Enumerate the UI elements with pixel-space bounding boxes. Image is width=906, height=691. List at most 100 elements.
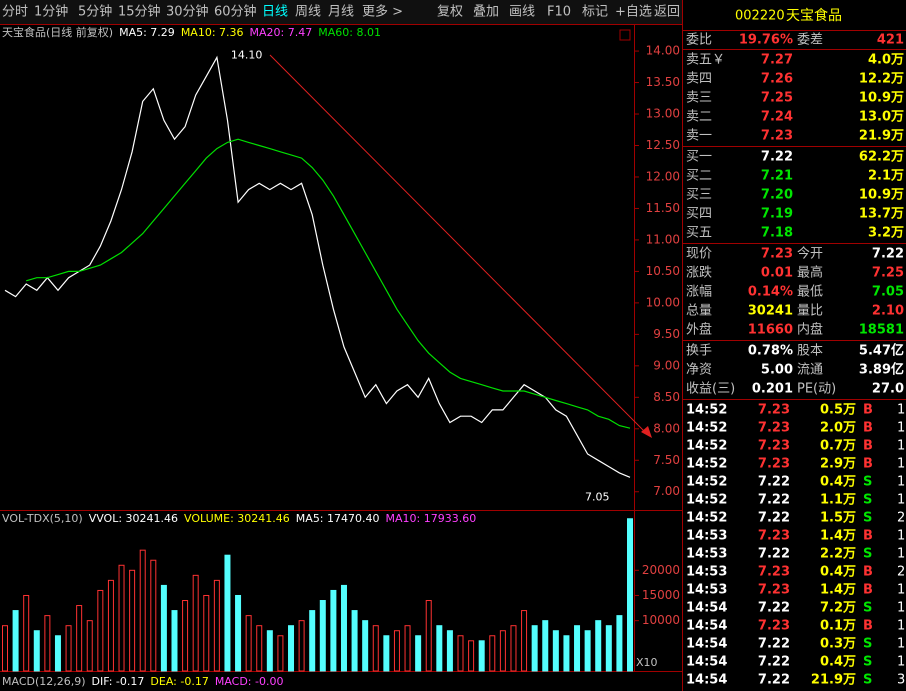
volume-bar	[224, 554, 231, 672]
value: 3.89亿	[859, 362, 904, 378]
volume-bar	[118, 564, 125, 672]
value: 0.14%	[748, 285, 793, 300]
value: 30241	[748, 304, 793, 319]
trade-volume: 2.9万	[820, 457, 856, 472]
tool-button[interactable]: 复权	[437, 4, 463, 20]
trade-side: B	[863, 421, 873, 436]
volume-bar	[309, 610, 316, 672]
volume-bar	[65, 625, 72, 672]
stock-name: 天宝食品	[786, 7, 842, 24]
value: 27.0	[872, 382, 904, 397]
trade-count: 1	[897, 493, 905, 508]
trade-price: 7.23	[758, 439, 790, 454]
volume-bar	[33, 630, 40, 672]
volume-bar	[415, 635, 422, 672]
trade-volume: 1.4万	[820, 583, 856, 598]
tool-button[interactable]: 画线	[509, 5, 535, 20]
volume-bar	[372, 625, 379, 672]
tool-button[interactable]: +自选	[615, 5, 652, 20]
tool-button[interactable]: 返回	[654, 5, 680, 20]
volume: 13.0万	[859, 110, 904, 125]
trade-count: 2	[897, 565, 905, 580]
period-tab[interactable]: 5分钟	[78, 4, 112, 20]
volume-bar	[277, 635, 284, 672]
trade-side: B	[863, 583, 873, 598]
label: 买三	[686, 188, 712, 203]
volume: 10.9万	[859, 91, 904, 106]
y-tick-label: 9.00	[653, 358, 680, 372]
period-tab[interactable]: 更多 >	[362, 4, 403, 20]
label: 涨幅	[686, 285, 712, 300]
trade-side: S	[863, 637, 872, 652]
trade-time: 14:54	[686, 619, 727, 634]
trade-side: S	[863, 547, 872, 562]
trade-side: B	[863, 619, 873, 634]
value: 7.22	[872, 247, 904, 262]
trade-time: 14:52	[686, 421, 727, 436]
trade-count: 2	[897, 511, 905, 526]
volume-bar	[563, 635, 570, 672]
trade-count: 1	[897, 637, 905, 652]
y-tick-label: 20000	[642, 563, 680, 577]
volume-bar	[521, 610, 528, 672]
volume-bar	[2, 625, 8, 672]
trade-price: 7.22	[758, 637, 790, 652]
period-tab[interactable]: 1分钟	[34, 4, 68, 20]
value: 7.23	[761, 247, 793, 262]
y-tick-label: 11.00	[646, 232, 680, 246]
value: 18581	[859, 323, 904, 338]
trade-volume: 0.4万	[820, 655, 856, 670]
trade-price: 7.22	[758, 511, 790, 526]
label: 换手	[686, 344, 712, 359]
label: 股本	[797, 344, 823, 359]
volume: 4.0万	[868, 53, 904, 68]
tool-button[interactable]: F10	[547, 5, 571, 20]
tool-button[interactable]: 叠加	[473, 5, 499, 20]
indicator-label: MA10: 7.36	[181, 26, 244, 39]
trade-time: 14:53	[686, 583, 727, 598]
y-tick-label: 12.00	[646, 169, 680, 183]
value: 5.47亿	[859, 343, 904, 359]
trade-volume: 2.2万	[820, 547, 856, 562]
indicator-label: MA10: 17933.60	[386, 512, 477, 525]
volume-bar	[627, 518, 633, 672]
trade-count: 1	[897, 457, 905, 472]
volume: 21.9万	[859, 129, 904, 144]
indicator-label: MA20: 7.47	[250, 26, 313, 39]
stock-code: 002220	[735, 9, 785, 24]
period-tab[interactable]: 周线	[295, 5, 321, 20]
period-tab[interactable]: 60分钟	[214, 4, 257, 20]
macd-label: MACD(12,26,9)	[2, 675, 86, 688]
volume-bar	[245, 615, 252, 672]
trade-side: B	[863, 565, 873, 580]
annotation: 14.10	[231, 48, 263, 61]
window-button[interactable]	[619, 29, 631, 41]
trade-price: 7.23	[758, 565, 790, 580]
volume-bar	[12, 610, 19, 672]
period-tab[interactable]: 分时	[2, 5, 28, 20]
trend-line	[269, 54, 646, 433]
value: 7.25	[761, 91, 793, 106]
period-tab[interactable]: 月线	[328, 5, 354, 20]
indicator-label: MA60: 8.01	[318, 26, 381, 39]
chart-title: VOL-TDX(5,10)	[2, 512, 83, 525]
period-tab[interactable]: 30分钟	[166, 4, 209, 20]
period-tab[interactable]: 15分钟	[118, 4, 161, 20]
tool-button[interactable]: 标记	[582, 5, 608, 20]
period-tab[interactable]: 日线	[262, 5, 288, 20]
trade-volume: 0.5万	[820, 403, 856, 418]
volume-bar	[319, 600, 326, 672]
trade-price: 7.23	[758, 457, 790, 472]
value: 7.23	[761, 129, 793, 144]
macd-label: DIF: -0.17	[92, 675, 145, 688]
indicator-label: VOLUME: 30241.46	[184, 512, 290, 525]
trade-time: 14:53	[686, 547, 727, 562]
y-tick-label: 8.00	[653, 421, 680, 435]
volume-bar	[235, 594, 242, 672]
trade-price: 7.22	[758, 601, 790, 616]
volume-bar	[54, 635, 61, 672]
trade-count: 1	[897, 601, 905, 616]
value: 7.20	[761, 188, 793, 203]
trade-count: 1	[897, 475, 905, 490]
macd-label: DEA: -0.17	[150, 675, 208, 688]
